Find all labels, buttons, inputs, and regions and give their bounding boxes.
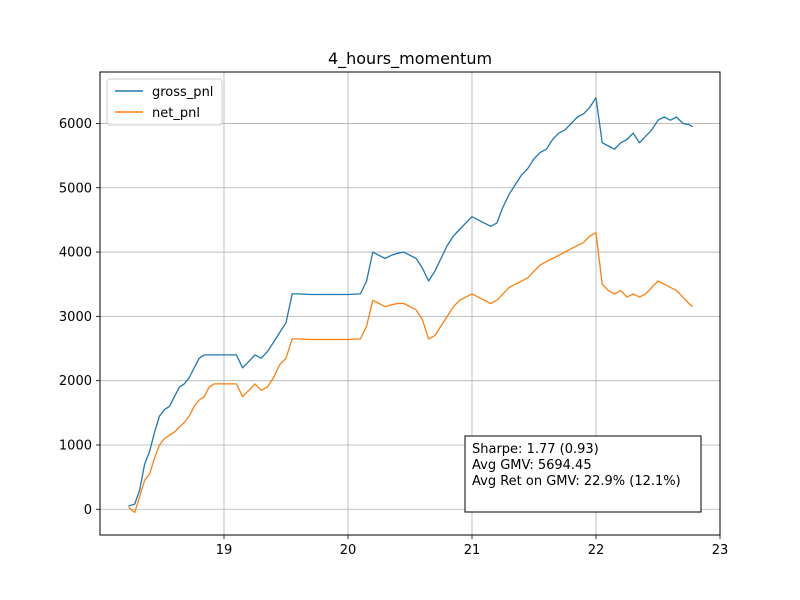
y-tick-label: 6000 (59, 117, 92, 132)
series-line-gross-pnl (128, 97, 694, 507)
legend-label-net-pnl: net_pnl (152, 106, 200, 121)
y-tick-label: 1000 (59, 438, 92, 453)
stats-avg-gmv: Avg GMV: 5694.45 (472, 458, 592, 473)
legend: gross_pnl net_pnl (106, 78, 223, 126)
plot-area-frame (99, 71, 721, 536)
legend-label-gross-pnl: gross_pnl (152, 85, 213, 100)
grid-layer (100, 72, 721, 535)
y-tick-label: 2000 (59, 374, 92, 389)
stats-sharpe: Sharpe: 1.77 (0.93) (472, 442, 599, 457)
stats-avg-ret: Avg Ret on GMV: 22.9% (12.1%) (472, 474, 681, 489)
x-tick-label: 23 (712, 543, 729, 558)
series-layer (128, 97, 694, 514)
x-tick-label: 21 (464, 543, 481, 558)
y-tick-label: 5000 (59, 181, 92, 196)
stats-box-frame (464, 435, 702, 513)
y-tick-label: 0 (84, 503, 92, 518)
y-tick-label: 4000 (59, 246, 92, 261)
series-line-net-pnl (128, 232, 694, 514)
tick-layer: 19 20 21 22 23 0 1000 2000 3000 4000 5000 6000 (59, 117, 728, 558)
x-tick-label: 19 (216, 543, 233, 558)
y-tick-label: 3000 (59, 310, 92, 325)
stats-box: Sharpe: 1.77 (0.93) Avg GMV: 5694.45 Avg… (464, 435, 702, 513)
chart-title: 4_hours_momentum (328, 49, 492, 69)
x-tick-label: 20 (340, 543, 357, 558)
x-tick-label: 22 (588, 543, 605, 558)
